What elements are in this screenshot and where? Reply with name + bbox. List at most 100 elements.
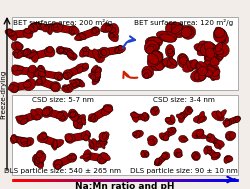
Ellipse shape [53,23,58,28]
Ellipse shape [34,158,40,166]
Ellipse shape [168,127,176,135]
Ellipse shape [142,112,148,118]
Ellipse shape [132,112,138,122]
Ellipse shape [36,22,40,28]
Ellipse shape [62,87,69,93]
Ellipse shape [146,46,154,53]
Ellipse shape [215,43,223,52]
Ellipse shape [171,127,176,132]
Ellipse shape [182,138,188,141]
Ellipse shape [8,84,14,90]
Ellipse shape [24,141,30,146]
Ellipse shape [30,23,38,32]
Ellipse shape [77,118,86,123]
Ellipse shape [42,133,47,139]
Ellipse shape [38,65,42,72]
Ellipse shape [7,29,17,41]
Ellipse shape [62,85,72,92]
Ellipse shape [92,65,98,72]
Ellipse shape [194,71,201,80]
Ellipse shape [17,115,28,124]
Ellipse shape [214,48,224,55]
Ellipse shape [199,71,205,81]
Ellipse shape [214,140,224,148]
Ellipse shape [216,111,222,118]
Ellipse shape [103,105,110,111]
Ellipse shape [94,76,99,81]
Ellipse shape [92,75,100,85]
Ellipse shape [160,34,176,42]
Text: CSD size: 5-7 nm: CSD size: 5-7 nm [32,97,94,103]
Ellipse shape [100,50,106,55]
Ellipse shape [44,47,55,57]
Ellipse shape [85,131,90,137]
Ellipse shape [214,143,219,148]
Ellipse shape [194,155,199,160]
Text: BET surface area: 200 m²/g: BET surface area: 200 m²/g [14,19,112,26]
Ellipse shape [208,49,223,63]
Ellipse shape [17,44,23,50]
Ellipse shape [53,160,62,169]
Ellipse shape [214,153,219,158]
Ellipse shape [68,153,76,162]
Ellipse shape [103,132,109,137]
Ellipse shape [28,26,35,32]
Ellipse shape [211,49,221,60]
Ellipse shape [83,51,89,56]
Ellipse shape [64,86,68,90]
Ellipse shape [91,27,100,36]
Ellipse shape [214,31,222,37]
Ellipse shape [68,112,77,118]
Ellipse shape [183,60,198,72]
Ellipse shape [96,140,107,147]
Ellipse shape [196,64,202,71]
Ellipse shape [58,75,64,81]
Ellipse shape [215,43,229,57]
Ellipse shape [91,139,98,151]
Ellipse shape [88,139,94,149]
Ellipse shape [35,77,46,86]
Text: Freeze-drying: Freeze-drying [0,69,6,119]
Ellipse shape [96,67,101,76]
Ellipse shape [32,108,44,120]
Ellipse shape [24,49,28,55]
Ellipse shape [166,45,175,58]
Ellipse shape [148,37,163,43]
Ellipse shape [28,65,36,73]
Ellipse shape [40,132,47,140]
Ellipse shape [35,23,42,29]
Ellipse shape [179,135,187,143]
Ellipse shape [65,134,72,142]
FancyBboxPatch shape [12,17,238,90]
Ellipse shape [206,48,215,58]
Ellipse shape [217,31,226,43]
Ellipse shape [71,79,80,87]
Ellipse shape [102,49,106,56]
Ellipse shape [154,51,160,57]
Ellipse shape [50,82,60,92]
Ellipse shape [51,23,63,33]
Ellipse shape [224,155,232,163]
Ellipse shape [28,66,38,77]
Ellipse shape [9,32,16,36]
Ellipse shape [141,113,149,121]
Ellipse shape [236,117,240,122]
Ellipse shape [214,143,221,149]
Ellipse shape [205,49,218,61]
Ellipse shape [215,27,229,44]
Ellipse shape [211,153,220,160]
Ellipse shape [67,155,72,160]
Ellipse shape [168,49,173,54]
Ellipse shape [88,154,91,159]
Ellipse shape [180,114,185,118]
Ellipse shape [177,53,189,68]
Ellipse shape [214,28,224,38]
Ellipse shape [77,122,82,129]
Ellipse shape [204,42,214,51]
Ellipse shape [80,154,90,159]
Ellipse shape [27,71,34,78]
Ellipse shape [71,155,76,159]
Ellipse shape [46,107,52,116]
Ellipse shape [78,114,86,125]
Ellipse shape [20,138,28,142]
